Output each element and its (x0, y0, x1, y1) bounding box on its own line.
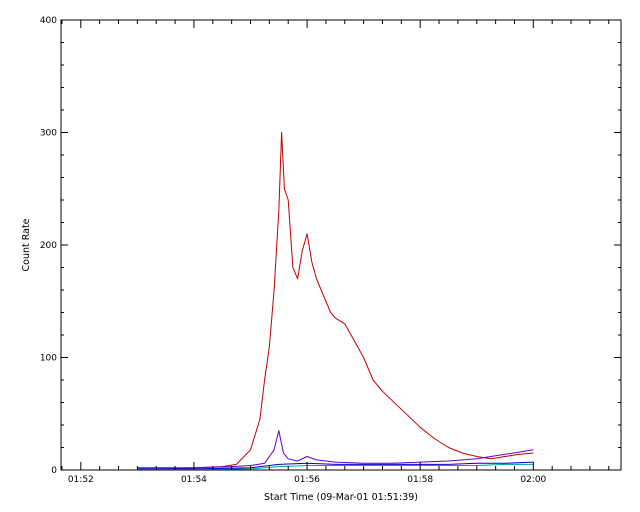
x-tick-label: 01:54 (181, 475, 207, 485)
x-tick-label: 01:58 (407, 475, 433, 485)
x-axis-title: Start Time (09-Mar-01 01:51:39) (264, 492, 418, 503)
x-tick-label: 02:00 (520, 475, 546, 485)
x-tick-label: 01:56 (294, 475, 320, 485)
y-tick-label: 0 (51, 466, 57, 476)
y-tick-label: 100 (40, 354, 57, 364)
series-line-1 (137, 132, 534, 470)
y-tick-label: 400 (40, 16, 57, 26)
series-line-2 (137, 430, 534, 469)
y-tick-label: 300 (40, 129, 57, 139)
y-tick-label: 200 (40, 241, 57, 251)
x-tick-label: 01:52 (68, 475, 94, 485)
plot-frame (60, 19, 622, 471)
y-axis-title: Count Rate (21, 218, 32, 271)
